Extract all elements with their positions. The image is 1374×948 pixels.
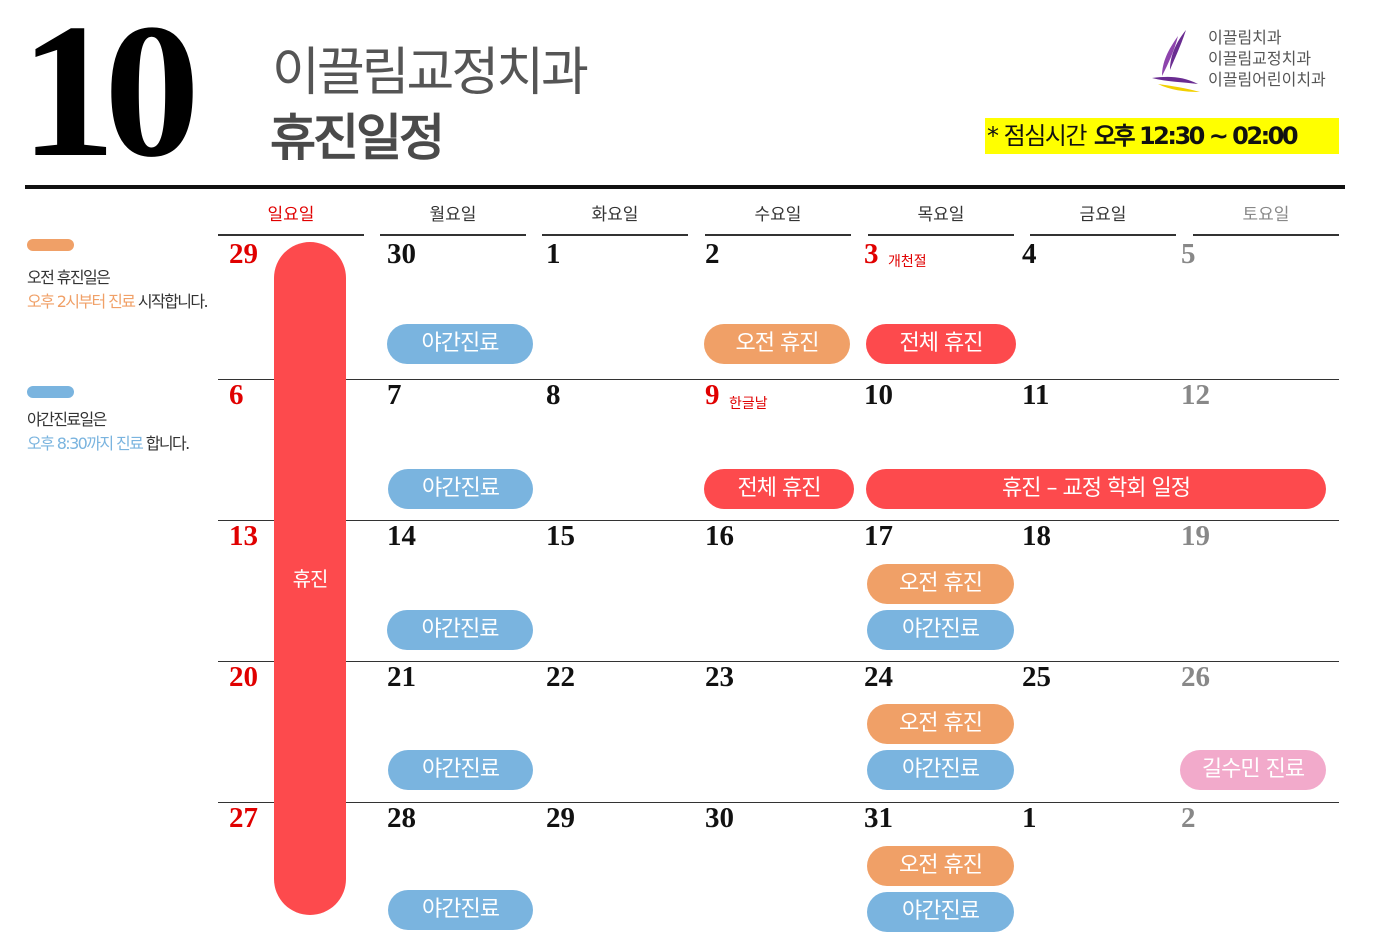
- holiday-label-gaecheonjeol: 개천절: [888, 254, 927, 270]
- header-divider: [25, 185, 1345, 189]
- event-full-off: 전체 휴진: [866, 324, 1016, 364]
- sunday-closed-label: 휴진: [292, 567, 329, 591]
- holiday-label-hangeulnal: 한글날: [729, 396, 768, 412]
- date-cell: 6: [229, 379, 244, 411]
- event-morning-off: 오전 휴진: [867, 564, 1014, 604]
- schedule-title: 휴진일정: [270, 109, 445, 167]
- date-cell: 23: [705, 661, 734, 693]
- date-cell: 28: [387, 802, 416, 834]
- logo-name-1: 이끌림치과: [1208, 28, 1282, 47]
- weekday-friday: 금요일: [1030, 200, 1176, 236]
- legend-morning-highlight: 오후 2시부터 진료: [27, 292, 136, 311]
- date-cell: 15: [546, 520, 575, 552]
- date-cell: 24: [864, 661, 893, 693]
- legend-night-text: 야간진료일은 오후 8:30까지 진료 합니다.: [27, 408, 190, 456]
- event-night-clinic: 야간진료: [387, 610, 533, 650]
- row-divider: [218, 802, 1339, 803]
- legend-night-rest: 합니다.: [142, 434, 190, 453]
- date-cell: 12: [1181, 379, 1210, 411]
- weekday-saturday: 토요일: [1193, 200, 1339, 236]
- month-number: 10: [20, 0, 200, 197]
- date-cell: 10: [864, 379, 893, 411]
- event-full-off: 전체 휴진: [704, 469, 854, 509]
- date-cell: 19: [1181, 520, 1210, 552]
- legend-morning-line1: 오전 휴진일은: [27, 268, 111, 287]
- row-divider: [218, 379, 1339, 380]
- date-cell: 11: [1022, 379, 1050, 411]
- legend-morning-rest: 시작합니다.: [134, 292, 209, 311]
- date-cell: 17: [864, 520, 893, 552]
- date-cell: 2: [1181, 802, 1196, 834]
- lunch-time: 오후 12:30 ~ 02:00: [1093, 122, 1299, 150]
- event-night-clinic: 야간진료: [867, 892, 1014, 932]
- sunday-closed-bar: [274, 242, 346, 915]
- date-cell: 26: [1181, 661, 1210, 693]
- event-night-clinic: 야간진료: [867, 750, 1014, 790]
- date-cell: 27: [229, 802, 258, 834]
- date-cell: 5: [1181, 238, 1196, 270]
- date-cell: 1: [1022, 802, 1037, 834]
- date-cell: 16: [705, 520, 734, 552]
- clinic-logo-icon: [1152, 30, 1200, 92]
- date-cell: 30: [705, 802, 734, 834]
- row-divider: [218, 520, 1339, 521]
- event-night-clinic: 야간진료: [387, 324, 533, 364]
- date-cell: 7: [387, 379, 402, 411]
- event-night-clinic: 야간진료: [388, 469, 533, 509]
- date-cell: 31: [864, 802, 893, 834]
- weekday-sunday: 일요일: [218, 200, 364, 236]
- event-night-clinic: 야간진료: [388, 890, 533, 930]
- legend-morning-text: 오전 휴진일은 오후 2시부터 진료 시작합니다.: [27, 266, 209, 314]
- event-morning-off: 오전 휴진: [867, 846, 1014, 886]
- event-morning-off: 오전 휴진: [867, 704, 1014, 744]
- weekday-monday: 월요일: [380, 200, 526, 236]
- row-divider: [218, 661, 1339, 662]
- date-cell: 3: [864, 238, 879, 270]
- date-cell: 18: [1022, 520, 1051, 552]
- event-night-clinic: 야간진료: [867, 610, 1014, 650]
- date-cell: 22: [546, 661, 575, 693]
- weekday-thursday: 목요일: [868, 200, 1014, 236]
- legend-night-line1: 야간진료일은: [27, 410, 107, 429]
- date-cell: 30: [387, 238, 416, 270]
- event-morning-off: 오전 휴진: [704, 324, 850, 364]
- date-cell: 1: [546, 238, 561, 270]
- date-cell: 20: [229, 661, 258, 693]
- legend-night-swatch: [27, 386, 74, 398]
- date-cell: 29: [546, 802, 575, 834]
- legend-night-highlight: 오후 8:30까지 진료: [27, 434, 144, 453]
- logo-name-3: 이끌림어린이치과: [1208, 70, 1326, 89]
- event-academy-off: 휴진 – 교정 학회 일정: [866, 469, 1326, 509]
- weekday-wednesday: 수요일: [705, 200, 851, 236]
- weekday-tuesday: 화요일: [542, 200, 688, 236]
- date-cell: 4: [1022, 238, 1037, 270]
- date-cell: 2: [705, 238, 720, 270]
- date-cell: 29: [229, 238, 258, 270]
- date-cell: 25: [1022, 661, 1051, 693]
- legend-morning-swatch: [27, 239, 74, 251]
- event-gil-clinic: 길수민 진료: [1180, 750, 1326, 790]
- event-night-clinic: 야간진료: [388, 750, 533, 790]
- date-cell: 21: [387, 661, 416, 693]
- date-cell: 8: [546, 379, 561, 411]
- date-cell: 13: [229, 520, 258, 552]
- lunch-label: * 점심시간: [987, 122, 1087, 150]
- logo-names: 이끌림치과 이끌림교정치과 이끌림어린이치과: [1208, 27, 1326, 90]
- date-cell: 14: [387, 520, 416, 552]
- lunch-time-banner: * 점심시간 오후 12:30 ~ 02:00: [985, 118, 1339, 154]
- date-cell: 9: [705, 379, 720, 411]
- logo-name-2: 이끌림교정치과: [1208, 49, 1312, 68]
- clinic-name: 이끌림교정치과: [272, 43, 589, 103]
